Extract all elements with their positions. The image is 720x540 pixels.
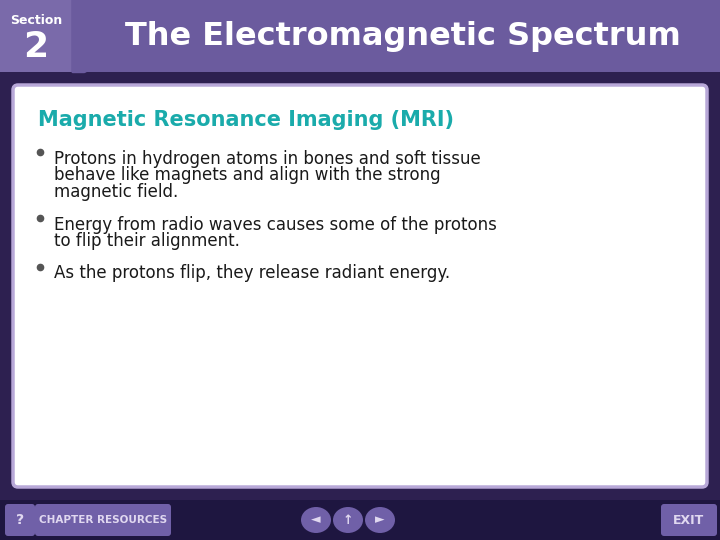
Polygon shape bbox=[72, 0, 84, 72]
FancyBboxPatch shape bbox=[13, 85, 707, 487]
Text: Magnetic Resonance Imaging (MRI): Magnetic Resonance Imaging (MRI) bbox=[38, 110, 454, 130]
Text: Protons in hydrogen atoms in bones and soft tissue: Protons in hydrogen atoms in bones and s… bbox=[54, 150, 481, 168]
Text: ►: ► bbox=[375, 514, 384, 526]
Text: 2: 2 bbox=[24, 30, 48, 64]
Text: ?: ? bbox=[16, 513, 24, 527]
Ellipse shape bbox=[301, 507, 331, 533]
Text: CHAPTER RESOURCES: CHAPTER RESOURCES bbox=[39, 515, 167, 525]
Text: Energy from radio waves causes some of the protons: Energy from radio waves causes some of t… bbox=[54, 215, 497, 233]
Text: Section: Section bbox=[10, 14, 62, 27]
FancyBboxPatch shape bbox=[35, 504, 171, 536]
Ellipse shape bbox=[333, 507, 363, 533]
Ellipse shape bbox=[54, 104, 666, 468]
Text: ↑: ↑ bbox=[343, 514, 354, 526]
Text: magnetic field.: magnetic field. bbox=[54, 183, 179, 201]
Text: behave like magnets and align with the strong: behave like magnets and align with the s… bbox=[54, 166, 441, 185]
FancyBboxPatch shape bbox=[5, 504, 35, 536]
FancyBboxPatch shape bbox=[661, 504, 717, 536]
Text: ◄: ◄ bbox=[311, 514, 321, 526]
Text: to flip their alignment.: to flip their alignment. bbox=[54, 232, 240, 250]
FancyBboxPatch shape bbox=[0, 0, 72, 72]
Ellipse shape bbox=[365, 507, 395, 533]
Text: The Electromagnetic Spectrum: The Electromagnetic Spectrum bbox=[125, 21, 681, 51]
Text: As the protons flip, they release radiant energy.: As the protons flip, they release radian… bbox=[54, 265, 450, 282]
Polygon shape bbox=[0, 0, 720, 72]
Polygon shape bbox=[72, 0, 86, 72]
Text: EXIT: EXIT bbox=[673, 514, 705, 526]
FancyBboxPatch shape bbox=[0, 72, 720, 500]
FancyBboxPatch shape bbox=[0, 500, 720, 540]
